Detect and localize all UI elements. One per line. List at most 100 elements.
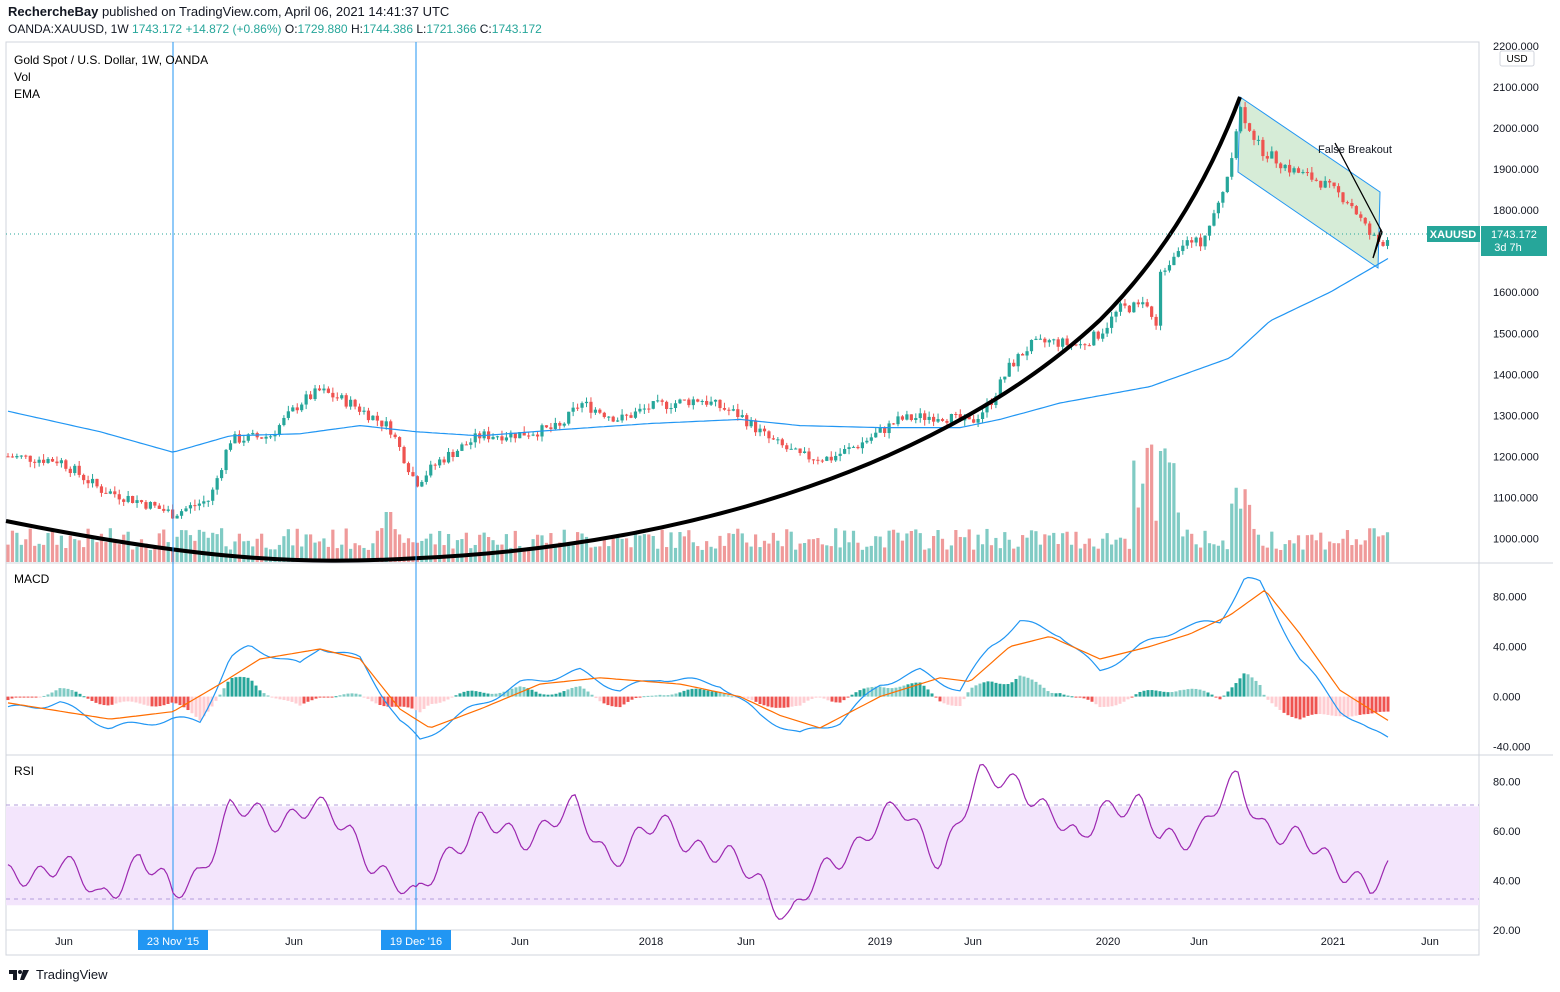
candle-body <box>656 400 660 402</box>
volume-bar <box>820 544 824 562</box>
volume-bar <box>593 546 597 562</box>
volume-bar <box>580 533 584 562</box>
candle-body <box>602 412 606 418</box>
volume-bar <box>923 549 927 562</box>
volume-bar <box>64 548 68 562</box>
macd-histogram-bar <box>22 696 26 698</box>
legend-title: Gold Spot / U.S. Dollar, 1W, OANDA <box>14 53 208 67</box>
candle-body <box>629 415 633 418</box>
volume-bar <box>1061 533 1065 562</box>
macd-histogram-bar <box>454 695 458 697</box>
candle-body <box>834 455 838 461</box>
candle-body <box>580 403 584 408</box>
macd-histogram-bar <box>14 696 18 698</box>
tradingview-logo-icon[interactable] <box>8 966 30 982</box>
volume-bar <box>19 544 23 562</box>
macd-histogram-bar <box>650 695 654 697</box>
macd-histogram-bar <box>210 696 214 707</box>
volume-bar <box>371 543 375 562</box>
macd-histogram-bar <box>914 682 918 697</box>
volume-bar <box>478 534 482 562</box>
macd-axis-ticks: 80.000 40.000 0.000 -40.000 <box>1493 591 1530 753</box>
volume-bar <box>104 542 108 562</box>
macd-histogram-bar <box>202 696 206 717</box>
macd-histogram-bar <box>86 696 90 699</box>
volume-bar <box>722 545 727 562</box>
macd-histogram-bar <box>1010 682 1014 697</box>
volume-bar <box>1114 539 1118 562</box>
macd-histogram-bar <box>1186 689 1190 697</box>
macd-histogram-bar <box>574 686 578 697</box>
volume-bar <box>967 529 971 562</box>
candle-body <box>851 446 856 448</box>
volume-bar <box>1176 512 1180 562</box>
candle-body <box>1252 130 1256 140</box>
volume-bar <box>1305 535 1309 562</box>
macd-histogram-bar <box>910 683 914 697</box>
candle-body <box>527 435 531 437</box>
macd-histogram-bar <box>634 696 638 699</box>
macd-histogram-bar <box>606 696 610 706</box>
macd-histogram-bar <box>1350 696 1354 717</box>
volume-bar <box>918 533 922 562</box>
macd-histogram-bar <box>218 694 222 697</box>
candle-body <box>954 413 958 415</box>
macd-histogram-bar <box>258 690 262 697</box>
candle-body <box>42 459 46 463</box>
candle-body <box>589 401 593 413</box>
candle-body <box>246 434 250 441</box>
candle-body <box>1003 376 1007 380</box>
macd-histogram-bar <box>1114 696 1118 706</box>
volume-bar <box>1279 549 1283 562</box>
volume-bar <box>264 547 268 562</box>
macd-histogram-bar <box>970 687 974 697</box>
footer-brand[interactable]: TradingView <box>36 966 108 982</box>
volume-bar <box>1350 545 1354 562</box>
macd-histogram-bar <box>826 696 830 701</box>
candle-body <box>1234 131 1238 159</box>
macd-histogram-bar <box>1342 696 1346 717</box>
candle-body <box>126 495 130 502</box>
macd-histogram-bar <box>446 696 450 700</box>
candle-body <box>745 415 749 427</box>
volume-bar <box>1310 534 1314 562</box>
volume-bar <box>353 543 357 562</box>
macd-histogram-bar <box>1042 687 1046 697</box>
marker-tag-1 <box>138 930 208 950</box>
candle-body <box>1118 303 1123 312</box>
candle-body <box>317 388 322 391</box>
macd-histogram-bar <box>242 677 246 697</box>
macd-histogram-bar <box>482 692 486 697</box>
candle-body <box>1154 316 1158 326</box>
volume-bar <box>980 544 985 562</box>
author-name[interactable]: RechercheBay <box>8 4 99 19</box>
price-tick-label: 1800.000 <box>1493 205 1539 217</box>
volume-bar <box>811 539 816 562</box>
macd-histogram-bar <box>326 696 330 698</box>
candle-body <box>206 500 210 502</box>
candle-body <box>980 412 985 419</box>
candle-body <box>932 416 936 422</box>
volume-bar <box>954 530 958 562</box>
candle-body <box>914 418 918 420</box>
candle-body <box>758 428 762 433</box>
price-tick-label: 1000.000 <box>1493 533 1539 545</box>
macd-histogram-bar <box>1150 690 1154 697</box>
candle-body <box>1270 151 1274 159</box>
candle-body <box>669 408 673 410</box>
macd-histogram-bar <box>522 687 526 697</box>
macd-histogram-bar <box>618 696 622 708</box>
candle-body <box>442 459 446 463</box>
volume-bar <box>1216 545 1220 562</box>
macd-histogram-bar <box>822 696 826 699</box>
chart-canvas[interactable]: False Breakout Gold Spot / U.S. Dollar, … <box>0 40 1560 958</box>
macd-histogram-bar <box>1094 696 1098 705</box>
volume-bar <box>1323 549 1327 562</box>
macd-histogram-bar <box>1142 690 1146 697</box>
candle-body <box>749 420 753 427</box>
macd-histogram-bar <box>874 686 878 697</box>
macd-histogram-bar <box>550 694 554 697</box>
macd-histogram-bar <box>590 694 594 697</box>
macd-histogram-bar <box>1046 691 1050 697</box>
macd-histogram-bar <box>82 696 86 698</box>
